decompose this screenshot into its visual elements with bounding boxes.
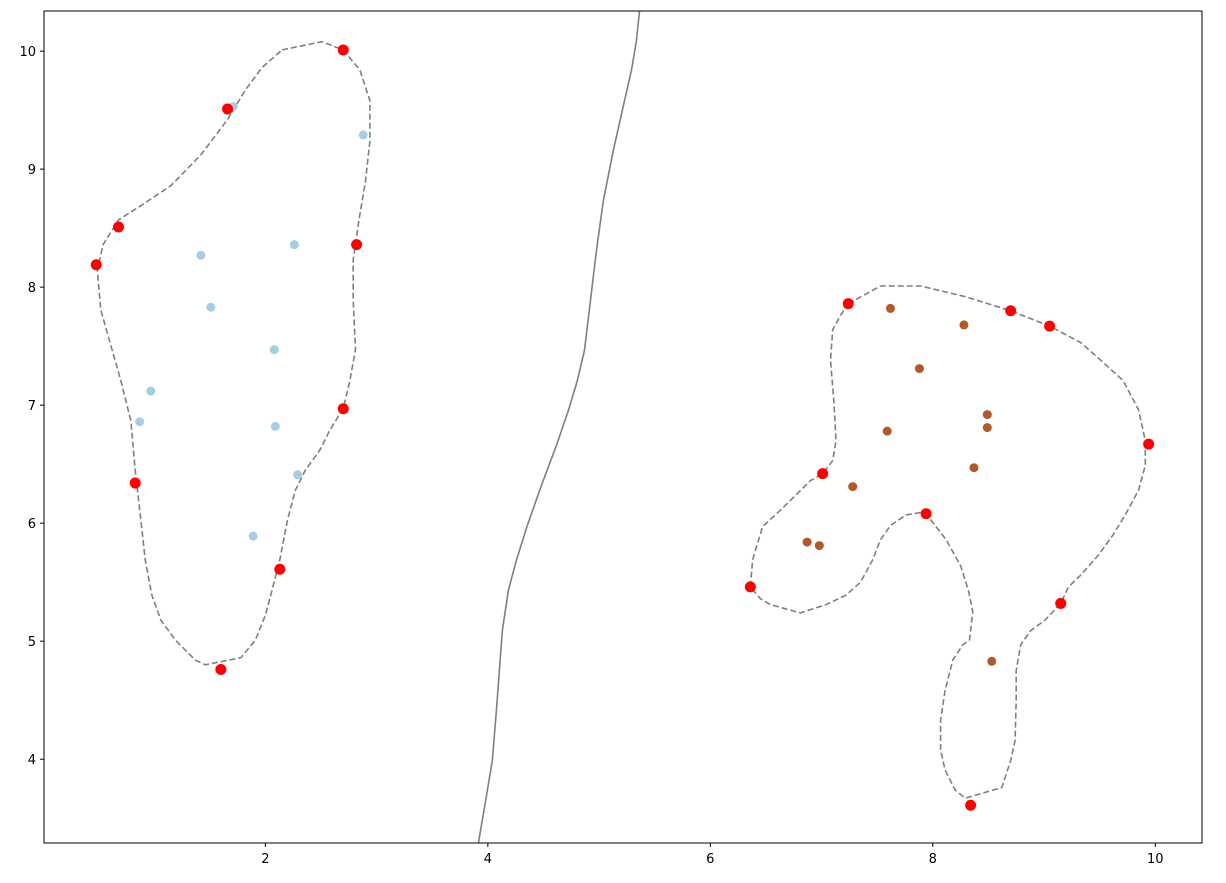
y-tick-label: 7 [28,399,36,414]
scatter-point [882,426,892,436]
y-tick-label: 4 [28,753,36,768]
scatter-point [817,468,829,480]
scatter-point [206,302,216,312]
scatter-point [982,410,992,420]
scatter-point [814,541,824,551]
scatter-point [337,403,349,415]
scatter-point [135,417,145,427]
scatter-point [802,537,812,547]
x-tick-label: 2 [261,852,269,867]
scatter-point [969,463,979,473]
margin-contour [749,285,1147,800]
scatter-point [248,531,258,541]
scatter-point [90,259,102,271]
scatter-point [215,664,227,676]
scatter-point [886,303,896,313]
scatter-point [1055,597,1067,609]
scatter-point [146,386,156,396]
scatter-point [744,581,756,593]
margin-contour [96,40,371,666]
y-tick-label: 5 [28,635,36,650]
scatter-point [1143,438,1155,450]
plot-frame [43,10,1203,844]
y-tick-label: 9 [28,163,36,178]
decision-boundary [477,11,641,843]
scatter-point [920,508,932,520]
x-tick-label: 10 [1147,852,1164,867]
scatter-point [842,298,854,310]
scatter-point [222,103,234,115]
scatter-point [113,221,125,233]
scatter-point [987,656,997,666]
scatter-point [274,563,286,575]
y-tick-label: 10 [19,45,36,60]
scatter-point [337,44,349,56]
plot-area [90,11,1155,843]
scatter-point [289,240,299,250]
scatter-point [914,364,924,374]
scatter-point [358,130,368,140]
scatter-point [965,799,977,811]
scatter-point [1044,320,1056,332]
scatter-point [959,320,969,330]
scatter-point [196,250,206,260]
scatter-point [129,477,141,489]
x-tick-label: 8 [929,852,937,867]
scatter-point [351,239,363,251]
scatter-point [269,345,279,355]
scatter-point [848,482,858,492]
x-tick-label: 4 [484,852,492,867]
scatter-point [293,470,303,480]
y-tick-label: 6 [28,517,36,532]
scatter-point [982,423,992,433]
y-tick-label: 8 [28,281,36,296]
x-tick-label: 6 [706,852,714,867]
scatter-point [270,421,280,431]
scatter-point [1005,305,1017,317]
